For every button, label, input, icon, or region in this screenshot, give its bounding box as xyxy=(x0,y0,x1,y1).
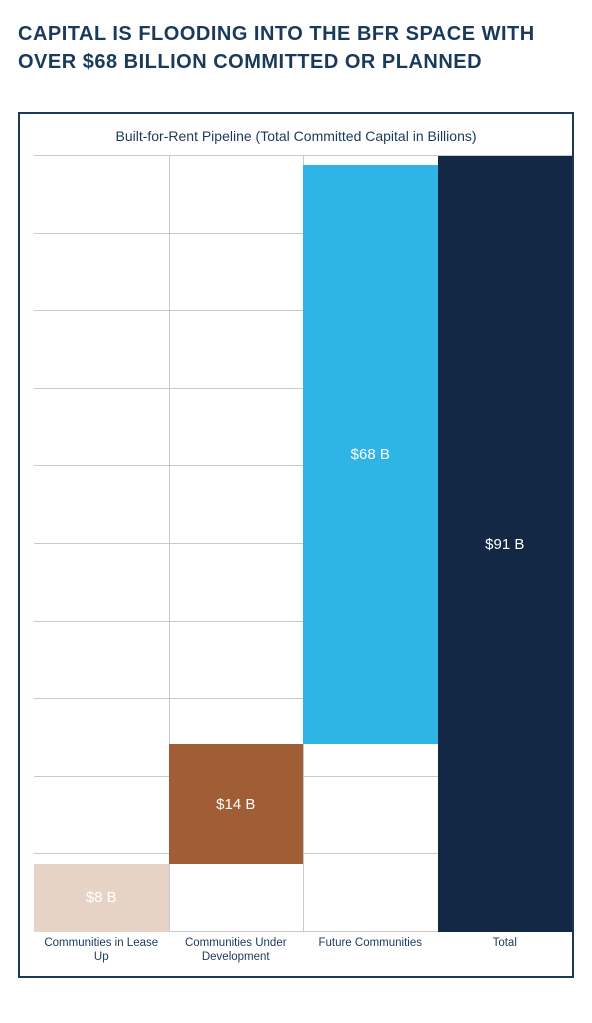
bar-value-label: $8 B xyxy=(86,889,117,906)
x-axis-label: Total xyxy=(438,936,573,972)
page-title: CAPITAL IS FLOODING INTO THE BFR SPACE W… xyxy=(18,20,574,76)
x-axis-label: Communities in Lease Up xyxy=(34,936,169,972)
bar-column: $14 B xyxy=(169,156,304,932)
chart-title: Built-for-Rent Pipeline (Total Committed… xyxy=(20,128,572,144)
x-axis-labels: Communities in Lease UpCommunities Under… xyxy=(34,936,572,972)
bar-column: $8 B xyxy=(34,156,169,932)
bar-2: $68 B xyxy=(303,165,438,745)
bar-value-label: $91 B xyxy=(485,536,524,553)
bar-0: $8 B xyxy=(34,864,169,932)
x-axis-label: Future Communities xyxy=(303,936,438,972)
plot-area: $8 B $14 B $68 B $91 B xyxy=(34,156,572,932)
chart-container: Built-for-Rent Pipeline (Total Committed… xyxy=(18,112,574,978)
bar-column: $91 B xyxy=(438,156,573,932)
bar-column: $68 B xyxy=(303,156,438,932)
bar-value-label: $14 B xyxy=(216,796,255,813)
bar-value-label: $68 B xyxy=(351,446,390,463)
bar-3: $91 B xyxy=(438,156,573,932)
bar-1: $14 B xyxy=(169,744,304,863)
x-axis-label: Communities Under Development xyxy=(169,936,304,972)
